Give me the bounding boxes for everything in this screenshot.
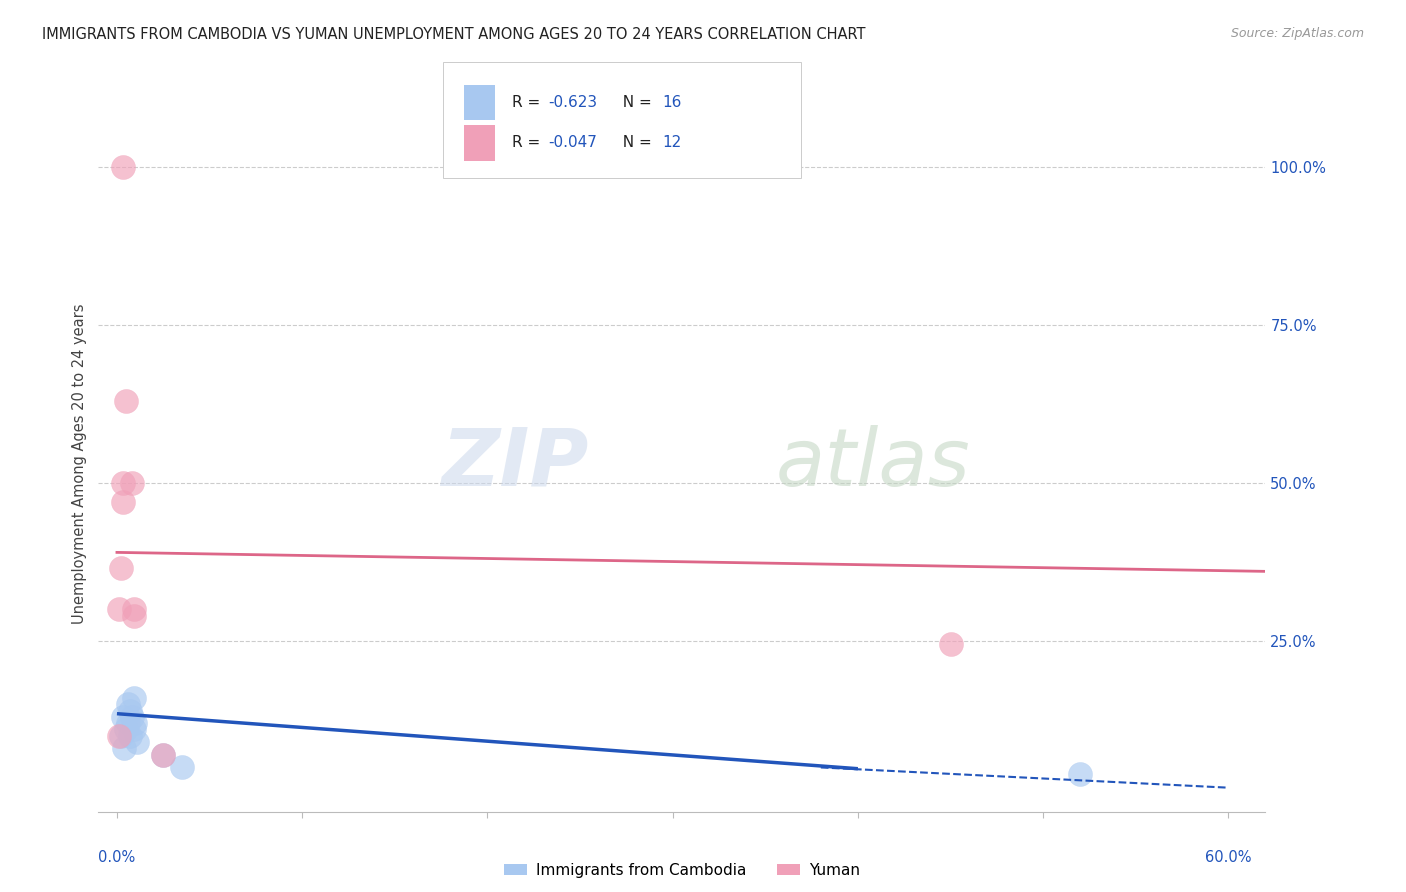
Text: 0.0%: 0.0% xyxy=(98,850,135,865)
Point xyxy=(122,602,145,616)
Point xyxy=(115,723,138,737)
Point xyxy=(118,704,141,718)
Point xyxy=(110,561,132,575)
Point xyxy=(122,608,145,623)
Text: 60.0%: 60.0% xyxy=(1205,850,1251,865)
Point xyxy=(107,602,129,616)
Point xyxy=(121,475,143,490)
Text: 12: 12 xyxy=(662,136,682,150)
Point xyxy=(111,495,134,509)
Point xyxy=(121,710,143,724)
Text: N =: N = xyxy=(613,136,657,150)
Point xyxy=(117,697,139,711)
Text: N =: N = xyxy=(613,95,657,110)
Text: Source: ZipAtlas.com: Source: ZipAtlas.com xyxy=(1230,27,1364,40)
Text: ZIP: ZIP xyxy=(441,425,589,503)
Point xyxy=(110,729,132,743)
Point xyxy=(122,690,145,705)
Text: atlas: atlas xyxy=(775,425,970,503)
Point xyxy=(107,729,129,743)
Point xyxy=(111,710,134,724)
Point xyxy=(118,729,141,743)
Text: R =: R = xyxy=(512,136,546,150)
Point xyxy=(939,637,962,651)
Legend: Immigrants from Cambodia, Yuman: Immigrants from Cambodia, Yuman xyxy=(498,857,866,884)
Point xyxy=(170,760,193,774)
Point xyxy=(115,393,138,408)
Y-axis label: Unemployment Among Ages 20 to 24 years: Unemployment Among Ages 20 to 24 years xyxy=(72,303,87,624)
Point xyxy=(152,747,174,762)
Point xyxy=(117,716,139,731)
Text: -0.047: -0.047 xyxy=(548,136,598,150)
Text: R =: R = xyxy=(512,95,546,110)
Point xyxy=(1069,766,1091,780)
Point xyxy=(152,747,174,762)
Point xyxy=(112,741,135,756)
Point xyxy=(111,475,134,490)
Text: IMMIGRANTS FROM CAMBODIA VS YUMAN UNEMPLOYMENT AMONG AGES 20 TO 24 YEARS CORRELA: IMMIGRANTS FROM CAMBODIA VS YUMAN UNEMPL… xyxy=(42,27,866,42)
Text: 16: 16 xyxy=(662,95,682,110)
Text: -0.623: -0.623 xyxy=(548,95,598,110)
Point xyxy=(124,716,146,731)
Point xyxy=(127,735,149,749)
Point xyxy=(122,723,145,737)
Point xyxy=(111,160,134,174)
